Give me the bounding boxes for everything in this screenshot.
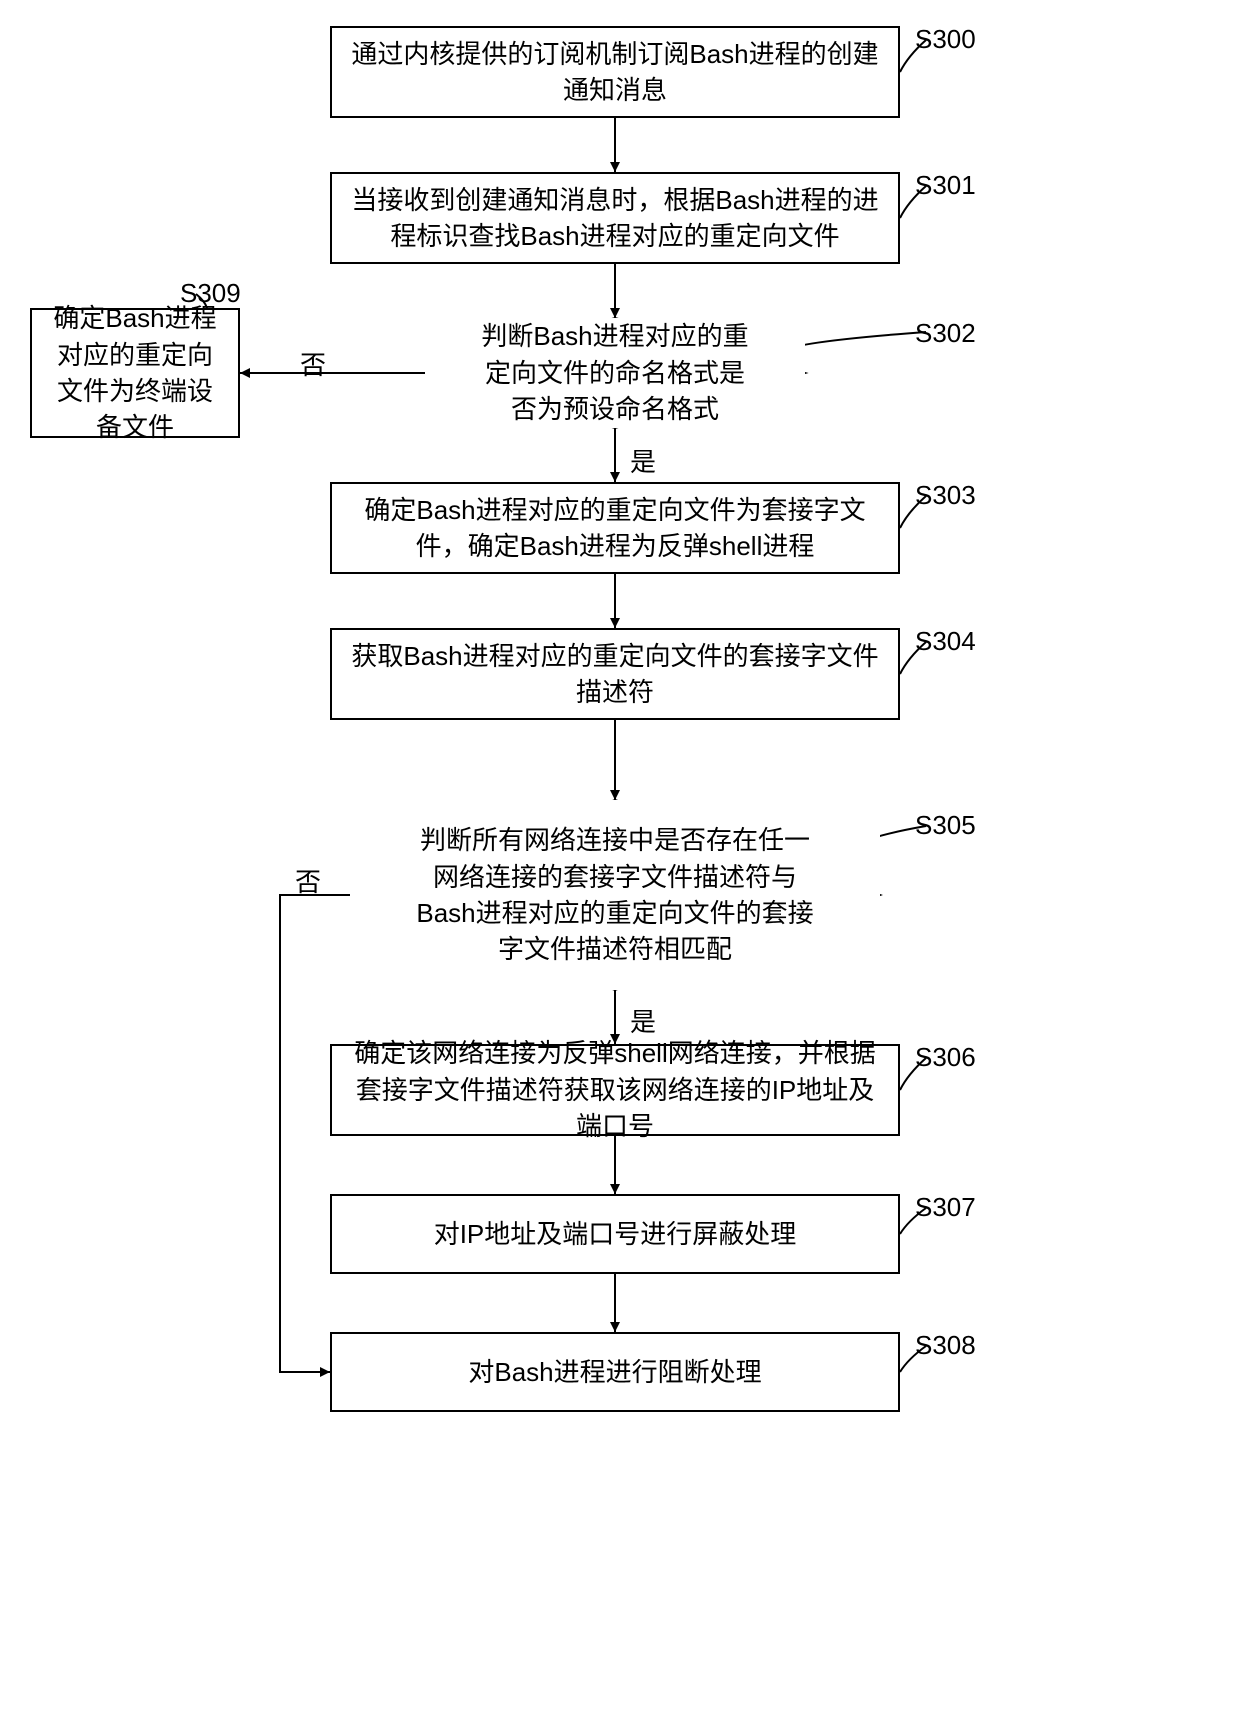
- node-text: 当接收到创建通知消息时，根据Bash进程的进程标识查找Bash进程对应的重定向文…: [348, 182, 882, 255]
- process-s309: 确定Bash进程对应的重定向文件为终端设备文件: [30, 308, 240, 438]
- decision-text-s305: 判断所有网络连接中是否存在任一网络连接的套接字文件描述符与Bash进程对应的重定…: [350, 800, 880, 990]
- process-s301: 当接收到创建通知消息时，根据Bash进程的进程标识查找Bash进程对应的重定向文…: [330, 172, 900, 264]
- process-s306: 确定该网络连接为反弹shell网络连接，并根据套接字文件描述符获取该网络连接的I…: [330, 1044, 900, 1136]
- step-label-s308: S308: [915, 1330, 976, 1361]
- step-label-s309: S309: [180, 278, 241, 309]
- edge-label: 是: [630, 442, 656, 479]
- node-text: 确定Bash进程对应的重定向文件为套接字文件，确定Bash进程为反弹shell进…: [348, 492, 882, 565]
- edge-label: 否: [300, 345, 326, 382]
- decision-text-s302: 判断Bash进程对应的重定向文件的命名格式是否为预设命名格式: [425, 318, 805, 428]
- node-text: 判断所有网络连接中是否存在任一网络连接的套接字文件描述符与Bash进程对应的重定…: [390, 822, 841, 968]
- step-label-s300: S300: [915, 24, 976, 55]
- step-label-s305: S305: [915, 810, 976, 841]
- step-label-s306: S306: [915, 1042, 976, 1073]
- node-text: 对IP地址及端口号进行屏蔽处理: [434, 1216, 797, 1252]
- edge-label: 是: [630, 1002, 656, 1039]
- node-text: 获取Bash进程对应的重定向文件的套接字文件描述符: [348, 638, 882, 711]
- node-text: 通过内核提供的订阅机制订阅Bash进程的创建通知消息: [348, 36, 882, 109]
- process-s303: 确定Bash进程对应的重定向文件为套接字文件，确定Bash进程为反弹shell进…: [330, 482, 900, 574]
- step-label-s304: S304: [915, 626, 976, 657]
- step-label-s301: S301: [915, 170, 976, 201]
- process-s300: 通过内核提供的订阅机制订阅Bash进程的创建通知消息: [330, 26, 900, 118]
- node-text: 确定Bash进程对应的重定向文件为终端设备文件: [48, 300, 222, 446]
- process-s307: 对IP地址及端口号进行屏蔽处理: [330, 1194, 900, 1274]
- process-s308: 对Bash进程进行阻断处理: [330, 1332, 900, 1412]
- node-text: 判断Bash进程对应的重定向文件的命名格式是否为预设命名格式: [454, 318, 777, 427]
- step-label-s303: S303: [915, 480, 976, 511]
- node-text: 确定该网络连接为反弹shell网络连接，并根据套接字文件描述符获取该网络连接的I…: [348, 1035, 882, 1144]
- node-text: 对Bash进程进行阻断处理: [468, 1354, 761, 1390]
- step-label-s302: S302: [915, 318, 976, 349]
- edge-label: 否: [295, 862, 321, 899]
- process-s304: 获取Bash进程对应的重定向文件的套接字文件描述符: [330, 628, 900, 720]
- step-label-s307: S307: [915, 1192, 976, 1223]
